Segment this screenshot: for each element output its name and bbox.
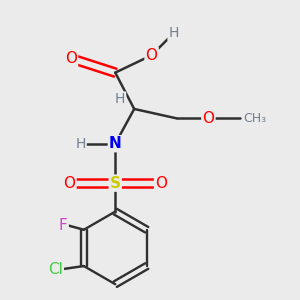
Text: H: H xyxy=(169,26,179,40)
Text: F: F xyxy=(59,218,68,232)
Text: Cl: Cl xyxy=(48,262,63,277)
Text: O: O xyxy=(65,51,77,66)
Text: O: O xyxy=(202,111,214,126)
Text: S: S xyxy=(110,176,121,191)
Text: N: N xyxy=(109,136,122,151)
Text: H: H xyxy=(115,92,125,106)
Text: O: O xyxy=(64,176,76,191)
Text: O: O xyxy=(146,48,158,63)
Text: O: O xyxy=(155,176,167,191)
Text: CH₃: CH₃ xyxy=(243,112,266,125)
Text: H: H xyxy=(75,137,86,151)
